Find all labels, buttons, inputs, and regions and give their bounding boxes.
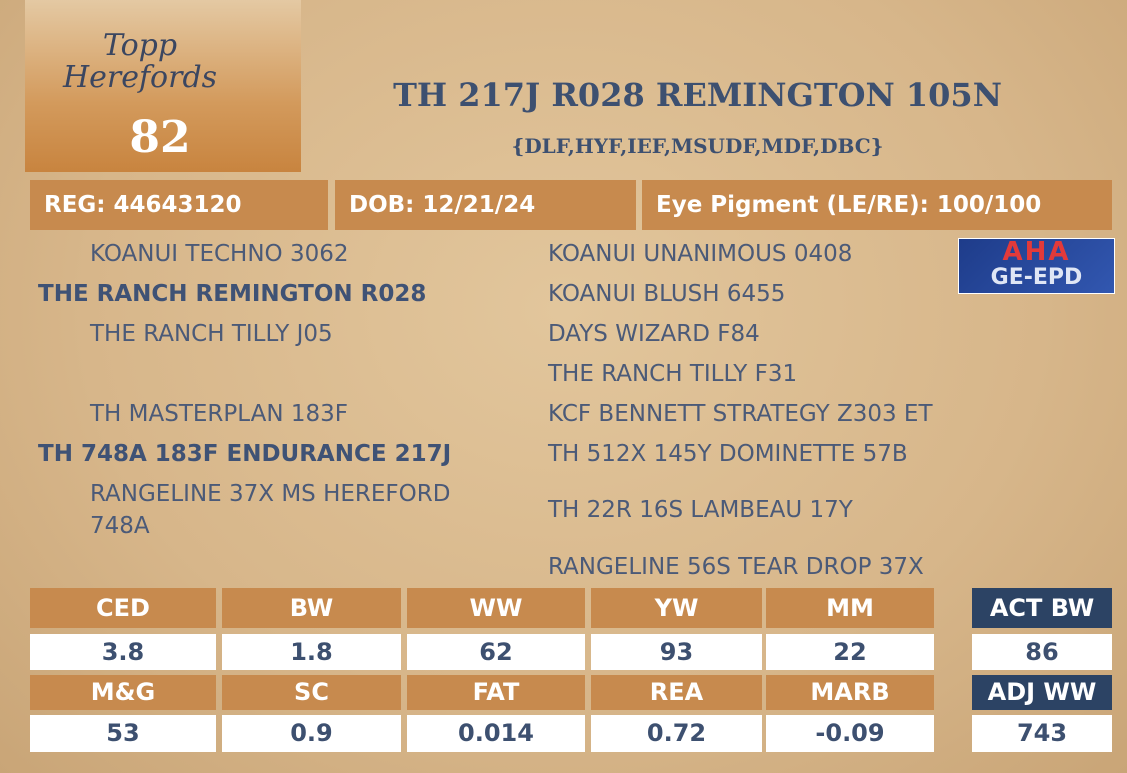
epd-header: BW [222,588,401,628]
epd-header: WW [407,588,585,628]
grandparent-name: RANGELINE 37X MS HEREFORD 748A [90,481,451,539]
ancestor-name: DAYS WIZARD F84 [548,321,760,347]
epd-value: 53 [30,715,216,752]
ancestor-name: KOANUI UNANIMOUS 0408 [548,241,853,267]
epd-value: 3.8 [30,634,216,670]
epd-value: 1.8 [222,634,401,670]
animal-name: TH 217J R028 REMINGTON 105N [393,76,1002,114]
epd-value: 62 [407,634,585,670]
ancestor-name: TH 22R 16S LAMBEAU 17Y [548,497,853,523]
parent-name: THE RANCH REMINGTON R028 [38,281,427,307]
epd-value: 0.014 [407,715,585,752]
ancestor-name: RANGELINE 56S TEAR DROP 37X [548,554,924,580]
weight-value: 743 [972,715,1112,752]
info-field: DOB: 12/21/24 [335,180,636,230]
epd-header: CED [30,588,216,628]
ancestor-name: KCF BENNETT STRATEGY Z303 ET [548,401,933,427]
designations: {DLF,HYF,IEF,MSUDF,MDF,DBC} [511,134,884,158]
badge-bottom: GE-EPD [990,265,1083,290]
weight-value: 86 [972,634,1112,670]
epd-header: MM [766,588,934,628]
lot-number: 82 [129,112,191,163]
ancestor-name: TH 512X 145Y DOMINETTE 57B [548,441,908,467]
ancestor-name: KOANUI BLUSH 6455 [548,281,786,307]
epd-value: 0.9 [222,715,401,752]
ge-epd-badge: AHA GE-EPD [958,238,1115,294]
logo-box [25,0,301,172]
logo-text: Topp Herefords [62,28,218,95]
info-field: REG: 44643120 [30,180,328,230]
parent-name: TH 748A 183F ENDURANCE 217J [38,441,452,467]
weight-header: ACT BW [972,588,1112,628]
badge-top: AHA [1002,237,1071,267]
grandparent-name: KOANUI TECHNO 3062 [90,241,349,267]
ancestor-name: THE RANCH TILLY F31 [548,361,798,387]
epd-header: FAT [407,675,585,710]
info-field: Eye Pigment (LE/RE): 100/100 [642,180,1112,230]
epd-header: YW [591,588,762,628]
epd-value: -0.09 [766,715,934,752]
epd-header: MARB [766,675,934,710]
epd-value: 93 [591,634,762,670]
weight-header: ADJ WW [972,675,1112,710]
epd-header: REA [591,675,762,710]
epd-header: M&G [30,675,216,710]
epd-value: 0.72 [591,715,762,752]
grandparent-name: THE RANCH TILLY J05 [90,321,333,347]
epd-value: 22 [766,634,934,670]
grandparent-name: TH MASTERPLAN 183F [90,401,348,427]
epd-header: SC [222,675,401,710]
